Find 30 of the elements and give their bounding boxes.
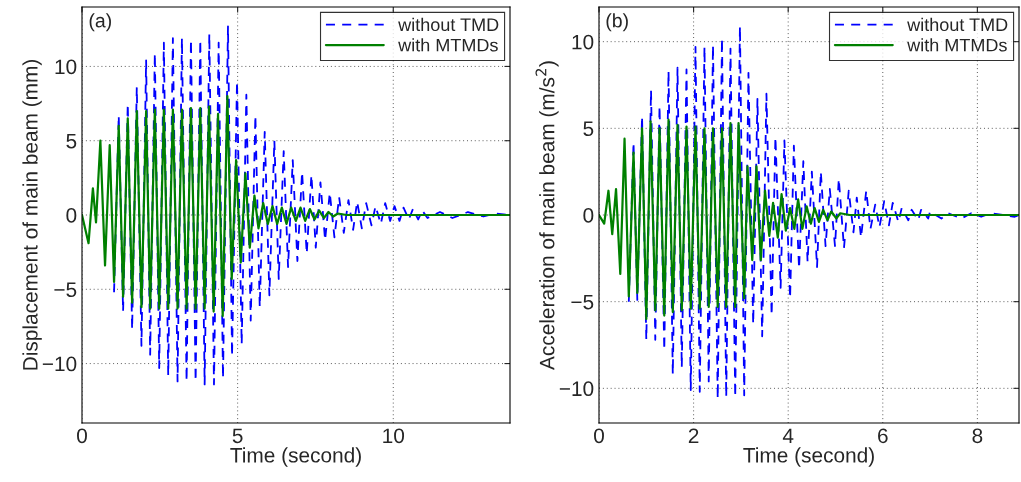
x-tick-label: 6 (878, 428, 888, 444)
y-tick-label: −10 (559, 381, 594, 397)
legend-label: with MTMDs (907, 38, 1007, 52)
x-tick-label: 8 (972, 428, 983, 444)
x-axis-title: Time (second) (230, 447, 361, 467)
y-tick-label: 5 (66, 133, 77, 149)
y-tick-label: 10 (55, 59, 77, 75)
line-series (82, 95, 510, 318)
legend-label: without TMD (398, 17, 499, 32)
x-tick-label: 5 (232, 428, 243, 444)
line-series (599, 118, 1019, 321)
x-tick-label: 0 (594, 428, 604, 444)
x-tick-label: 0 (77, 428, 87, 444)
x-tick-label: 10 (383, 428, 405, 444)
annotation: (b) (606, 13, 628, 32)
y-tick-label: 5 (583, 121, 594, 137)
x-tick-label: 4 (782, 428, 794, 443)
x-tick-label: 2 (688, 428, 699, 443)
legend-label: with MTMDs (398, 38, 498, 52)
y-tick-label: 0 (583, 208, 594, 223)
y-tick-label: −10 (42, 356, 77, 372)
y-tick-label: 10 (572, 34, 594, 50)
annotation: (a) (89, 13, 111, 32)
y-axis-title: Acceleration of main beam (m/s$^{2}$) (535, 61, 559, 370)
y-tick-label: −5 (571, 294, 594, 310)
x-axis-title: Time (second) (743, 447, 874, 467)
legend-label: without TMD (907, 17, 1008, 32)
y-axis-title: Displacement of main beam (mm) (22, 59, 42, 370)
y-tick-label: −5 (54, 282, 77, 298)
y-tick-label: 0 (66, 208, 77, 223)
